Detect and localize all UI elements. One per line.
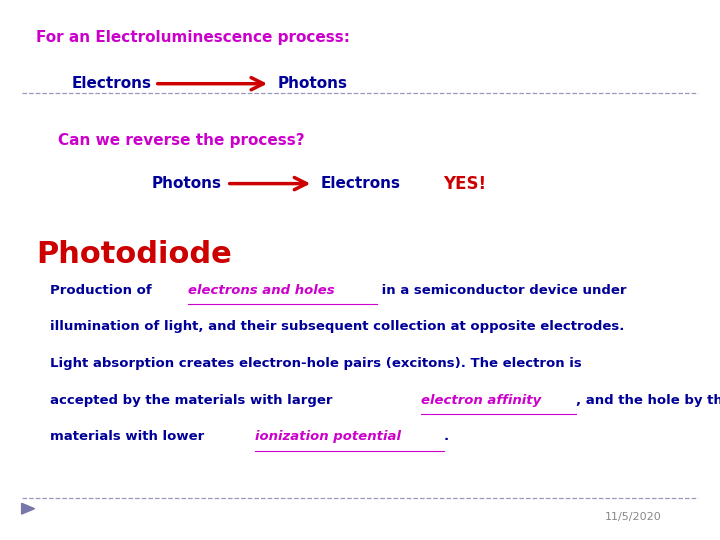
Text: accepted by the materials with larger: accepted by the materials with larger: [50, 394, 338, 407]
Text: materials with lower: materials with lower: [50, 430, 210, 443]
Text: ionization potential: ionization potential: [256, 430, 402, 443]
Text: electrons and holes: electrons and holes: [188, 284, 334, 296]
Text: Photons: Photons: [151, 176, 221, 191]
Text: .: .: [444, 430, 449, 443]
Text: Electrons: Electrons: [320, 176, 400, 191]
Text: , and the hole by the: , and the hole by the: [576, 394, 720, 407]
Text: Photons: Photons: [277, 76, 347, 91]
Text: in a semiconductor device under: in a semiconductor device under: [377, 284, 626, 296]
Text: Can we reverse the process?: Can we reverse the process?: [58, 133, 305, 148]
Text: Light absorption creates electron-hole pairs (excitons). The electron is: Light absorption creates electron-hole p…: [50, 357, 582, 370]
Text: Photodiode: Photodiode: [36, 240, 232, 269]
Text: illumination of light, and their subsequent collection at opposite electrodes.: illumination of light, and their subsequ…: [50, 320, 625, 333]
Text: Production of: Production of: [50, 284, 157, 296]
Text: For an Electroluminescence process:: For an Electroluminescence process:: [36, 30, 350, 45]
Text: YES!: YES!: [443, 174, 486, 193]
Text: Electrons: Electrons: [72, 76, 152, 91]
Text: 11/5/2020: 11/5/2020: [605, 512, 662, 522]
Text: electron affinity: electron affinity: [421, 394, 541, 407]
Polygon shape: [22, 503, 35, 514]
